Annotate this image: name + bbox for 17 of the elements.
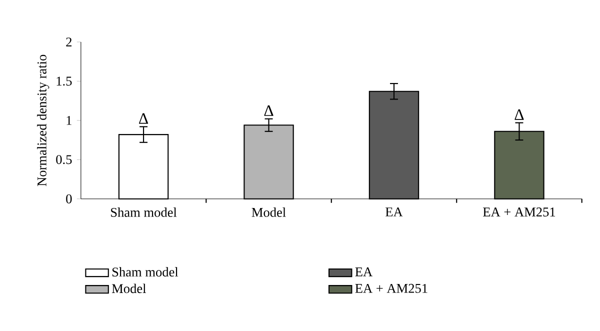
x-tick-label: Sham model: [111, 208, 177, 217]
y-tick-label: 2: [66, 38, 72, 46]
legend-label: EA + AM251: [355, 284, 428, 293]
x-tick-label: EA: [386, 208, 403, 216]
x-tick-label: Model: [252, 208, 286, 217]
annotation: Δ: [139, 113, 148, 124]
y-tick-label: 0: [66, 194, 72, 204]
annotation: Δ: [514, 109, 524, 120]
legend-label: Model: [112, 284, 146, 294]
legend-label: EA: [355, 268, 372, 276]
y-tick-label: 0.5: [56, 155, 72, 164]
y-tick-label: 1.5: [56, 76, 72, 86]
y-tick-label: 1: [66, 116, 72, 125]
legend-label: Sham model: [112, 267, 178, 277]
x-tick-label: EA + AM251: [483, 208, 556, 217]
y-axis-title: Normalized density ratio: [37, 54, 50, 186]
annotation: Δ: [264, 105, 274, 116]
